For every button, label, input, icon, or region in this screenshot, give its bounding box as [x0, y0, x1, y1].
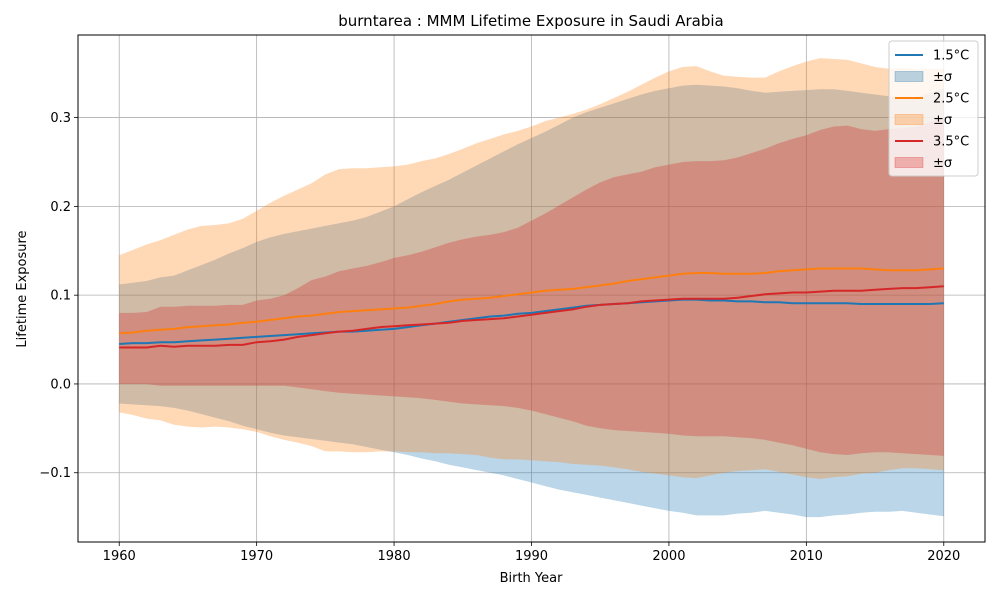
legend-band-label: ±σ [933, 70, 952, 85]
y-tick-label: 0.3 [50, 111, 71, 126]
legend-label: 2.5°C [933, 92, 969, 107]
legend-band-label: ±σ [933, 113, 952, 128]
x-tick-label: 2000 [652, 549, 685, 564]
sigma-band-1 [119, 84, 944, 518]
y-tick-label: 0.0 [50, 377, 71, 392]
legend-label: 1.5°C [933, 49, 969, 64]
legend-band-swatch [894, 71, 924, 82]
legend-band-swatch [894, 114, 924, 125]
x-tick-label: 1980 [378, 549, 411, 564]
chart-title: burntarea : MMM Lifetime Exposure in Sau… [338, 12, 723, 30]
x-tick-label: 1960 [103, 549, 136, 564]
grid [78, 35, 985, 542]
y-tick-label: 0.2 [50, 200, 71, 215]
sigma-band-3 [119, 117, 944, 456]
x-tick-label: 2020 [927, 549, 960, 564]
x-axis-label: Birth Year [500, 571, 564, 586]
y-axis-label: Lifetime Exposure [15, 230, 30, 347]
y-tick-label: −0.1 [39, 466, 71, 481]
legend-band-label: ±σ [933, 156, 952, 171]
mean-lines [119, 267, 944, 349]
legend-box [888, 40, 979, 177]
mean-line-3 [119, 285, 944, 349]
y-axis-ticks: −0.1 0.0 0.1 0.2 0.3 [39, 111, 78, 481]
mean-line-1 [119, 298, 944, 345]
x-tick-label: 1990 [515, 549, 548, 564]
x-tick-label: 1970 [240, 549, 273, 564]
x-axis-ticks: 1960 1970 1980 1990 2000 2010 2020 [103, 542, 960, 564]
legend-label: 3.5°C [933, 135, 969, 150]
legend: 1.5°C ±σ 2.5°C ±σ 3.5°C ±σ [888, 40, 979, 177]
sigma-band-2 [119, 58, 944, 479]
mean-line-2 [119, 267, 944, 335]
legend-band-swatch [894, 157, 924, 168]
y-tick-label: 0.1 [50, 289, 71, 304]
x-tick-label: 2010 [790, 549, 823, 564]
bands [119, 58, 944, 518]
